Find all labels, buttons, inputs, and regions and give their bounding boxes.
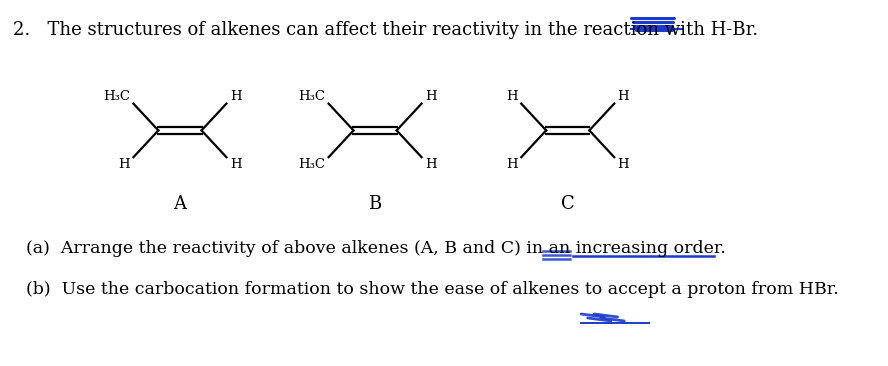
Text: H: H [230, 90, 242, 102]
Text: H: H [118, 158, 131, 171]
Text: H: H [506, 90, 518, 102]
Text: 2.   The structures of alkenes can affect their reactivity in the reaction with : 2. The structures of alkenes can affect … [13, 21, 758, 39]
Text: H: H [617, 158, 630, 171]
Text: H: H [617, 90, 630, 102]
Text: B: B [369, 195, 382, 213]
Text: C: C [561, 195, 575, 213]
Text: H₃C: H₃C [103, 90, 131, 102]
Text: (b)  Use the carbocation formation to show the ease of alkenes to accept a proto: (b) Use the carbocation formation to sho… [27, 281, 839, 298]
Text: A: A [173, 195, 186, 213]
Text: H₃C: H₃C [298, 158, 325, 171]
Text: H: H [425, 90, 437, 102]
Text: H: H [230, 158, 242, 171]
Text: H: H [425, 158, 437, 171]
Text: H: H [506, 158, 518, 171]
Text: (a)  Arrange the reactivity of above alkenes (A, B and C) in an increasing order: (a) Arrange the reactivity of above alke… [27, 240, 726, 257]
Text: H₃C: H₃C [298, 90, 325, 102]
